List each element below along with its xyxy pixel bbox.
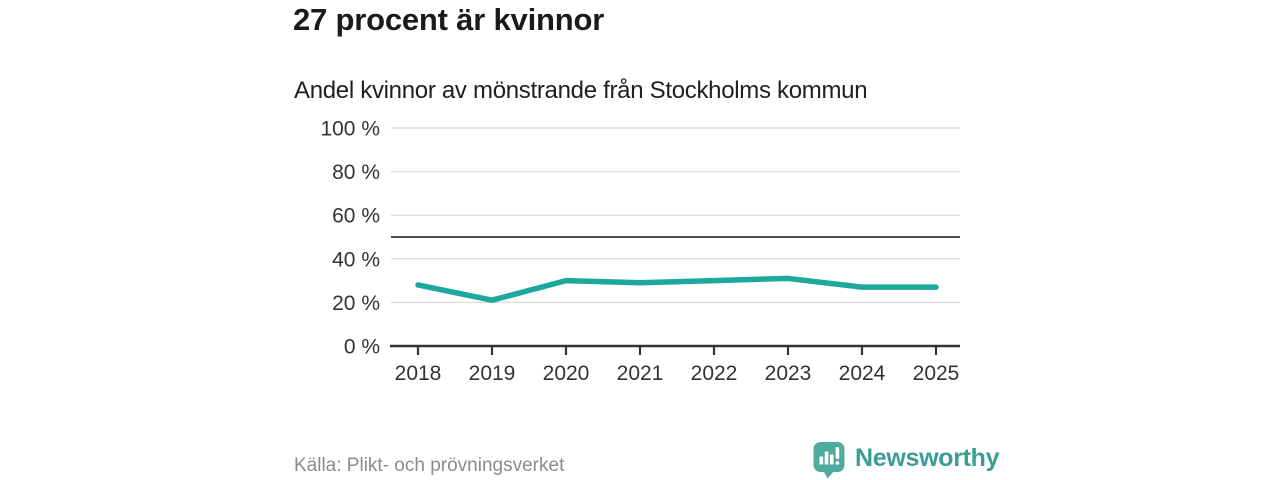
chart-subtitle: Andel kvinnor av mönstrande från Stockho… [294,77,868,104]
x-axis-label: 2022 [691,362,738,385]
x-axis-label: 2020 [543,362,590,385]
y-axis-label: 100 % [320,118,380,141]
newsworthy-logo-icon [813,442,845,479]
x-axis-label: 2018 [395,362,442,385]
y-axis-label: 20 % [332,292,380,315]
brand-lockup: Newsworthy [812,441,1000,479]
x-axis-label: 2024 [839,362,886,385]
x-axis-label: 2023 [765,362,812,385]
source-attribution: Källa: Plikt- och prövningsverket [294,455,565,476]
chart-title: 27 procent är kvinnor [293,2,605,37]
brand-wordmark: Newsworthy [855,443,1000,472]
y-axis-label: 0 % [344,336,380,359]
series-line [415,275,939,303]
y-axis-label: 60 % [332,205,380,228]
y-axis-label: 40 % [332,248,380,271]
y-axis-label: 80 % [332,161,380,184]
x-axis-label: 2025 [913,362,960,385]
x-axis-label: 2019 [469,362,516,385]
x-axis-label: 2021 [617,362,664,385]
